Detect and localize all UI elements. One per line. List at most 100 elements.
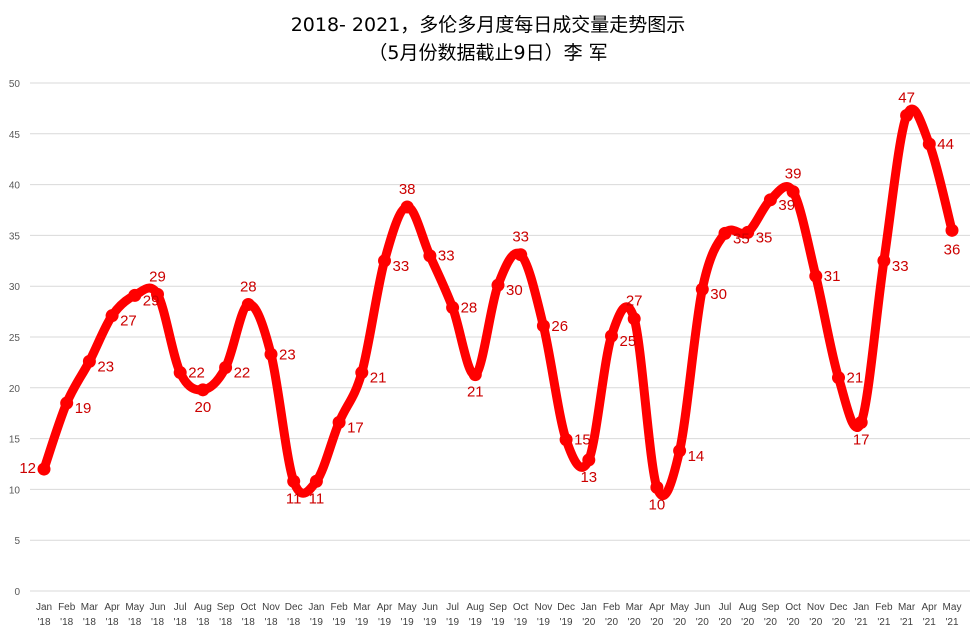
data-point bbox=[468, 368, 482, 382]
x-tick-year-label: '21 bbox=[855, 617, 868, 628]
x-tick-label: Jan bbox=[36, 602, 52, 613]
data-point bbox=[900, 109, 914, 123]
x-tick-label: Feb bbox=[330, 602, 348, 613]
data-label: 27 bbox=[120, 313, 137, 330]
data-point bbox=[491, 278, 505, 292]
x-tick-label: Jul bbox=[174, 602, 187, 613]
y-tick-label: 45 bbox=[9, 130, 21, 141]
x-tick-year-label: '20 bbox=[764, 617, 777, 628]
x-tick-year-label: '19 bbox=[378, 617, 391, 628]
x-tick-year-label: '19 bbox=[491, 617, 504, 628]
data-point bbox=[423, 249, 437, 263]
x-tick-label: Sep bbox=[217, 602, 235, 613]
x-tick-label: Dec bbox=[557, 602, 575, 613]
data-point bbox=[82, 354, 96, 368]
series-line bbox=[39, 104, 957, 500]
x-tick-label: Oct bbox=[513, 602, 529, 613]
data-label: 28 bbox=[240, 278, 257, 295]
data-label: 38 bbox=[399, 181, 416, 198]
y-axis: 0 5 10 15 20 25 30 35 40 45 50 bbox=[9, 79, 21, 598]
data-labels: 12 19 23 27 29 29 22 20 22 28 23 11 11 17 21 33 38 33 28 21… bbox=[19, 90, 960, 514]
x-tick-label: Feb bbox=[875, 602, 893, 613]
data-label: 39 bbox=[778, 197, 795, 214]
x-tick-year-label: '20 bbox=[650, 617, 663, 628]
x-tick-year-label: '20 bbox=[741, 617, 754, 628]
data-point bbox=[378, 254, 391, 268]
data-label: 35 bbox=[733, 230, 750, 247]
x-tick-label: Aug bbox=[194, 602, 212, 613]
x-tick-label: Jan bbox=[853, 602, 869, 613]
x-tick-year-label: '21 bbox=[877, 617, 890, 628]
x-tick-label: Apr bbox=[649, 602, 665, 613]
data-point bbox=[173, 366, 187, 380]
data-point bbox=[650, 480, 664, 494]
x-tick-year-label: '20 bbox=[605, 617, 618, 628]
data-point bbox=[605, 329, 618, 343]
y-tick-label: 10 bbox=[9, 485, 21, 496]
data-point bbox=[60, 396, 74, 410]
x-tick-year-label: '18 bbox=[174, 617, 187, 628]
x-tick-year-label: '18 bbox=[37, 617, 50, 628]
data-point bbox=[718, 226, 732, 240]
data-label: 17 bbox=[853, 431, 870, 448]
y-tick-label: 30 bbox=[9, 282, 21, 293]
x-tick-year-label: '20 bbox=[718, 617, 731, 628]
data-label: 29 bbox=[149, 268, 166, 285]
y-tick-label: 20 bbox=[9, 384, 21, 395]
data-label: 33 bbox=[393, 258, 410, 275]
data-label: 25 bbox=[620, 333, 637, 350]
x-tick-label: Oct bbox=[241, 602, 257, 613]
data-point bbox=[695, 282, 709, 296]
data-label: 22 bbox=[234, 364, 251, 381]
data-point bbox=[241, 297, 255, 311]
data-label: 21 bbox=[847, 370, 864, 387]
x-tick-label: Jan bbox=[308, 602, 324, 613]
x-tick-year-label: '19 bbox=[423, 617, 436, 628]
data-label: 29 bbox=[143, 292, 160, 309]
data-point bbox=[332, 415, 346, 429]
data-point bbox=[105, 309, 119, 323]
x-tick-label: Mar bbox=[626, 602, 644, 613]
x-tick-year-label: '19 bbox=[333, 617, 346, 628]
data-point bbox=[355, 366, 369, 380]
x-tick-year-label: '18 bbox=[128, 617, 141, 628]
data-point bbox=[219, 360, 233, 374]
data-label: 15 bbox=[574, 432, 591, 449]
data-point bbox=[446, 301, 460, 315]
data-label: 47 bbox=[898, 90, 915, 107]
y-tick-label: 50 bbox=[9, 79, 21, 90]
data-point bbox=[627, 312, 641, 326]
x-tick-year-label: '20 bbox=[673, 617, 686, 628]
x-tick-label: Mar bbox=[898, 602, 916, 613]
data-label: 21 bbox=[370, 370, 387, 387]
x-tick-label: Nov bbox=[535, 602, 553, 613]
x-tick-year-label: '20 bbox=[696, 617, 709, 628]
y-tick-label: 5 bbox=[14, 536, 20, 547]
x-tick-label: Nov bbox=[262, 602, 280, 613]
data-label: 30 bbox=[506, 282, 523, 299]
x-tick-year-label: '19 bbox=[469, 617, 482, 628]
data-point bbox=[763, 193, 777, 207]
data-point bbox=[128, 288, 142, 302]
data-label: 27 bbox=[626, 293, 643, 310]
x-tick-label: Oct bbox=[785, 602, 801, 613]
data-label: 39 bbox=[785, 166, 802, 183]
y-tick-label: 40 bbox=[9, 181, 21, 192]
data-point bbox=[514, 248, 528, 262]
x-tick-year-label: '18 bbox=[287, 617, 300, 628]
data-point bbox=[922, 137, 936, 151]
x-tick-year-label: '19 bbox=[401, 617, 414, 628]
x-tick-label: Dec bbox=[285, 602, 303, 613]
data-label: 12 bbox=[19, 460, 36, 477]
x-tick-label: Aug bbox=[739, 602, 757, 613]
x-tick-label: Aug bbox=[466, 602, 484, 613]
data-label: 22 bbox=[188, 365, 205, 382]
data-point bbox=[832, 371, 845, 385]
data-point bbox=[151, 287, 164, 301]
data-label: 11 bbox=[286, 490, 302, 507]
x-tick-year-label: '18 bbox=[196, 617, 209, 628]
x-tick-label: Feb bbox=[58, 602, 76, 613]
x-tick-label: May bbox=[670, 602, 689, 613]
x-tick-label: May bbox=[943, 602, 962, 613]
